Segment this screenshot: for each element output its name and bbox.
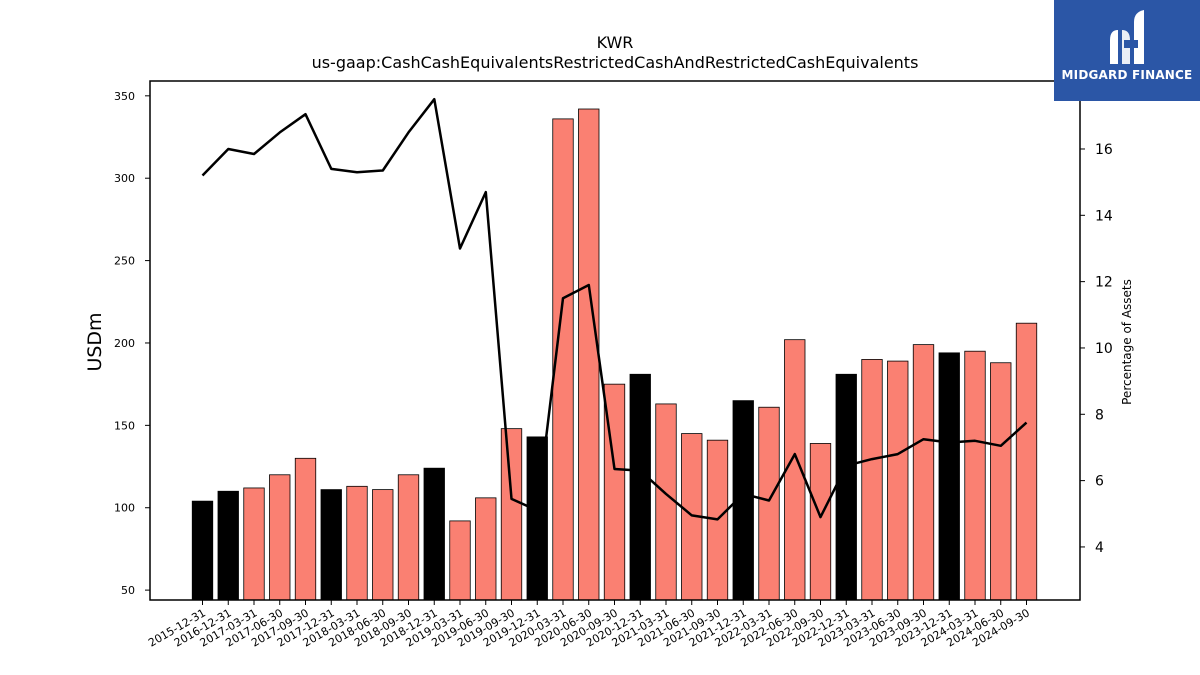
logo-text: MIDGARD FINANCE <box>1061 68 1193 82</box>
bar <box>809 443 832 601</box>
y2-tick-label: 12 <box>1095 275 1113 291</box>
bar <box>912 344 935 601</box>
bar <box>861 359 883 601</box>
y-tick-label: 200 <box>114 337 135 350</box>
bar <box>578 108 600 601</box>
bar <box>243 487 265 601</box>
y-tick-label: 100 <box>114 502 135 515</box>
bar <box>191 500 214 601</box>
y2-tick-label: 16 <box>1095 142 1113 158</box>
y-axis-left: 50 100 150 200 250 300 350 <box>114 90 150 597</box>
bar <box>397 474 420 601</box>
bar <box>475 497 497 601</box>
bar <box>449 520 471 601</box>
y2-tick-label: 6 <box>1095 474 1104 490</box>
y2-tick-label: 8 <box>1095 407 1104 423</box>
y2-tick-label: 14 <box>1095 208 1113 224</box>
bar <box>758 406 780 601</box>
bar <box>887 360 909 601</box>
bar <box>423 467 445 601</box>
bar <box>655 403 677 601</box>
bar <box>938 352 960 601</box>
bar <box>990 362 1012 601</box>
chart-title: KWR <box>597 33 634 52</box>
bar <box>500 428 523 601</box>
y-tick-label: 350 <box>114 90 135 103</box>
y-tick-label: 250 <box>114 255 135 268</box>
y-axis-label: USDm <box>84 312 106 371</box>
line-group <box>201 97 1028 521</box>
x-axis: 2015-12-312016-12-312017-03-312017-06-30… <box>146 600 1032 650</box>
bar <box>346 485 368 601</box>
bar <box>964 350 986 601</box>
bar <box>629 373 651 601</box>
y-axis-right: 4 6 8 10 12 14 16 <box>1080 142 1113 556</box>
logo-mark-icon <box>1110 10 1144 64</box>
y2-axis-label: Percentage of Assets <box>1120 279 1134 405</box>
bar <box>294 457 317 601</box>
bar <box>217 490 239 601</box>
bar <box>835 373 857 601</box>
bar <box>269 474 291 601</box>
midgard-finance-logo: MIDGARD FINANCE <box>1054 0 1200 101</box>
y-tick-label: 300 <box>114 172 135 185</box>
chart-subtitle: us-gaap:CashCashEquivalentsRestrictedCas… <box>312 53 919 72</box>
bar <box>1015 322 1038 601</box>
y-tick-label: 150 <box>114 419 135 432</box>
bar <box>320 489 342 601</box>
y2-tick-label: 4 <box>1095 540 1104 556</box>
bars-group <box>191 108 1038 601</box>
line-series <box>201 97 1028 521</box>
y2-tick-label: 10 <box>1095 341 1113 357</box>
y-tick-label: 50 <box>121 584 135 597</box>
bar <box>372 489 394 601</box>
